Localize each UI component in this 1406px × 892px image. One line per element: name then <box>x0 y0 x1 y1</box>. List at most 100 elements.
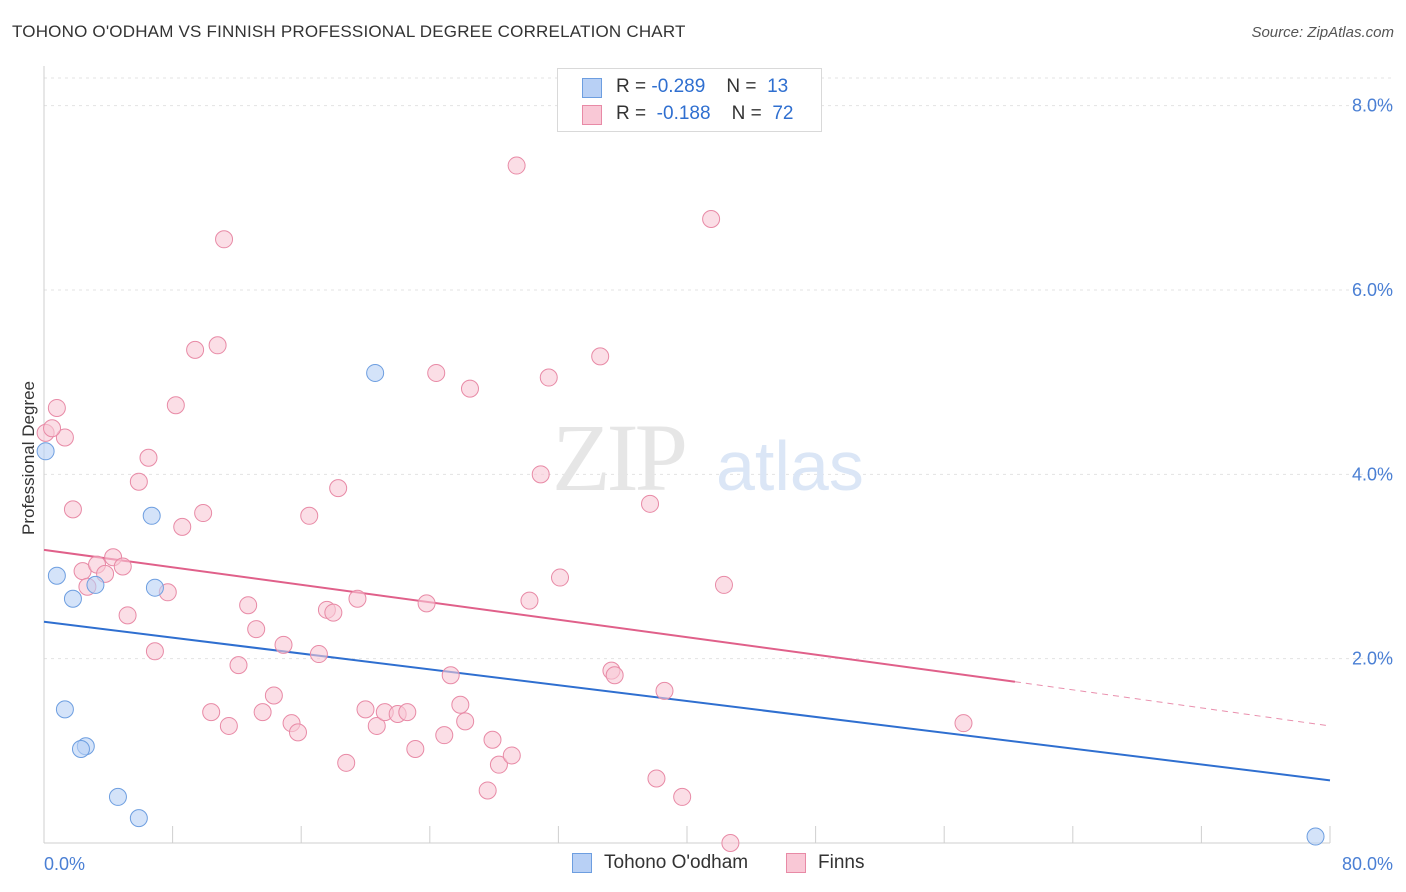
finns-point <box>460 379 479 398</box>
tohono-point <box>86 575 105 594</box>
finns-point <box>208 336 227 355</box>
y-axis-label: Professional Degree <box>19 381 38 535</box>
finns-point <box>721 834 740 852</box>
finns-point <box>520 591 539 610</box>
finns-point <box>507 156 526 175</box>
tohono-point <box>145 578 164 597</box>
legend-swatch-tohono <box>582 78 602 98</box>
finns-point <box>641 494 660 513</box>
finns-point <box>451 695 470 714</box>
finns-point <box>329 479 348 498</box>
tohono-point <box>108 787 127 806</box>
tohono-point <box>142 506 161 525</box>
finns-point <box>348 589 367 608</box>
finns-point <box>253 703 272 722</box>
tohono-point <box>63 589 82 608</box>
legend-n-label: N = <box>726 76 757 97</box>
finns-point <box>954 714 973 733</box>
finns-point <box>539 368 558 387</box>
finns-point <box>655 681 674 700</box>
finns-point <box>673 787 692 806</box>
watermark: ZIP atlas <box>552 404 864 511</box>
finns-point <box>202 703 221 722</box>
legend-r-label: R = <box>616 76 647 97</box>
finns-point <box>219 716 238 735</box>
finns-point <box>337 753 356 772</box>
tohono-trend-line <box>43 620 1331 782</box>
finns-point <box>186 340 205 359</box>
y-tick-label: 2.0% <box>1352 649 1393 669</box>
finns-point <box>478 781 497 800</box>
legend-r-value: -0.188 <box>656 103 711 124</box>
finns-point <box>489 755 508 774</box>
y-tick-label: 4.0% <box>1352 464 1393 484</box>
finns-point <box>300 506 319 525</box>
bottom-legend-label-tohono: Tohono O'odham <box>604 852 749 873</box>
tohono-point <box>71 739 90 758</box>
legend-r-value: -0.289 <box>651 76 706 97</box>
finns-point <box>63 500 82 519</box>
finns-point <box>229 656 248 675</box>
axes <box>43 66 1331 844</box>
finns-point <box>605 666 624 685</box>
tohono-point <box>47 566 66 585</box>
finns-point <box>417 594 436 613</box>
finns-point <box>215 230 234 249</box>
finns-point <box>145 642 164 661</box>
y-tick-label: 8.0% <box>1352 96 1393 116</box>
finns-point <box>288 723 307 742</box>
bottom-legend-swatch-tohono <box>572 853 592 873</box>
legend-text-finns: R = -0.188 N = 72 <box>616 103 793 125</box>
watermark-atlas: atlas <box>716 427 864 505</box>
finns-point <box>55 428 74 447</box>
finns-point <box>367 716 386 735</box>
finns-point <box>531 465 550 484</box>
finns-point <box>239 596 258 615</box>
tohono-point <box>366 363 385 382</box>
grid-lines <box>44 77 1392 660</box>
finns-point <box>502 746 521 765</box>
finns-point <box>483 730 502 749</box>
finns-point <box>129 472 148 491</box>
finns-point <box>139 448 158 467</box>
legend-text-tohono: R = -0.289 N = 13 <box>616 76 788 98</box>
finns-point <box>194 504 213 523</box>
x-tick-label: 80.0% <box>1342 854 1393 874</box>
finns-point <box>113 557 132 576</box>
tick-labels: 2.0% 4.0% 6.0% 8.0% 0.0% 80.0% <box>44 96 1393 874</box>
tohono-point <box>1306 827 1325 846</box>
legend-n-label: N = <box>731 103 762 124</box>
tohono-point <box>129 809 148 828</box>
bottom-legend-swatch-finns <box>786 853 806 873</box>
legend-n-value: 72 <box>772 103 794 124</box>
finns-point <box>647 769 666 788</box>
finns-point <box>456 712 475 731</box>
x-tick-label: 0.0% <box>44 854 85 874</box>
finns-point <box>43 419 62 438</box>
data-points <box>36 156 1325 852</box>
legend-swatch-finns <box>582 105 602 125</box>
finns-point <box>406 739 425 758</box>
finns-point <box>591 347 610 366</box>
finns-point <box>47 398 66 417</box>
legend: R = -0.289 N = 13 R = -0.188 N = 72 <box>557 68 822 132</box>
trend-lines <box>43 548 1331 782</box>
finns-point <box>702 210 721 229</box>
finns-point <box>309 645 328 664</box>
finns-point <box>264 686 283 705</box>
finns-point <box>118 606 137 625</box>
bottom-legend-label-finns: Finns <box>818 852 865 873</box>
finns-point <box>166 396 185 415</box>
finns-point <box>435 726 454 745</box>
finns-point <box>551 568 570 587</box>
legend-r-label: R = <box>616 103 647 124</box>
watermark-zip: ZIP <box>552 404 685 511</box>
legend-n-value: 13 <box>767 76 789 97</box>
finns-point <box>173 517 192 536</box>
tohono-point <box>36 442 55 461</box>
finns-point <box>714 575 733 594</box>
finns-point <box>356 700 375 719</box>
source-label: Source: ZipAtlas.com <box>1251 24 1394 41</box>
finns-point <box>324 603 343 622</box>
